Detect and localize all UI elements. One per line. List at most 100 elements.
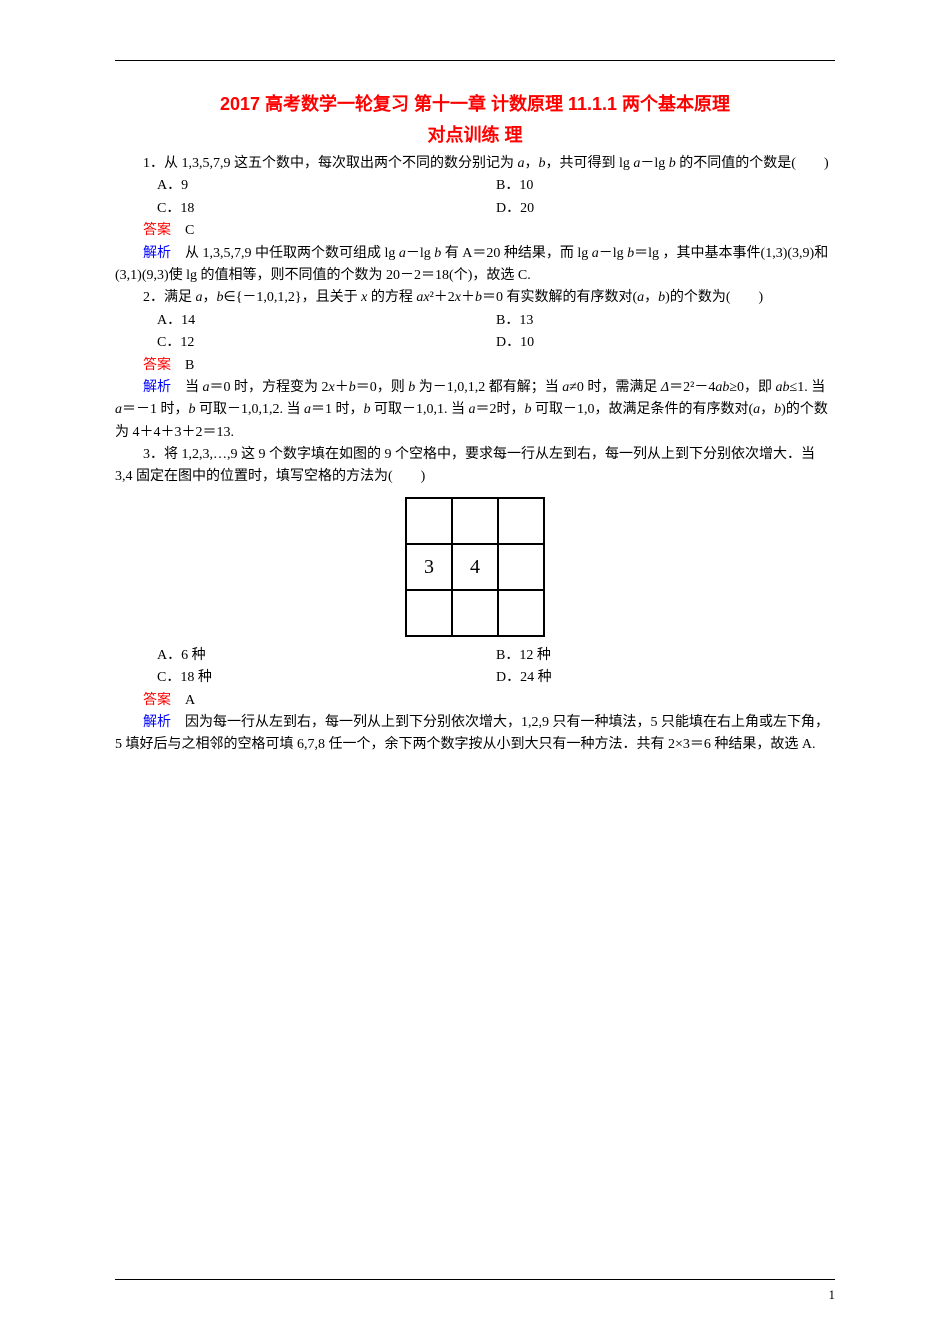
q3-answer-val: A xyxy=(171,693,195,708)
q2-ae: 为－1,0,1,2 都有解；当 xyxy=(415,380,562,395)
q2-sep3: ， xyxy=(760,402,774,417)
q2-ac: ＋ xyxy=(335,380,349,395)
q2-sep2: ， xyxy=(644,290,658,305)
q2-answer-val: B xyxy=(171,358,194,373)
doc-title-line2: 对点训练 理 xyxy=(115,122,835,149)
q2-ao: 可取－1,0，故满足条件的有序数对( xyxy=(532,402,754,417)
answer-label: 答案 xyxy=(143,358,171,373)
q3-analysis: 解析 因为每一行从左到右，每一列从上到下分别依次增大，1,2,9 只有一种填法，… xyxy=(115,712,835,757)
answer-label: 答案 xyxy=(143,223,171,238)
q1-answer-val: C xyxy=(171,223,194,238)
q2-t-e: ＋ xyxy=(461,290,475,305)
q3-optB: B．12 种 xyxy=(496,645,835,667)
q2a-b: b xyxy=(349,380,356,395)
q2a-b4: b xyxy=(783,380,790,395)
q3-grid: 3 4 xyxy=(405,497,545,637)
q2-t-b: ∈{－1,0,1,2}，且关于 xyxy=(224,290,362,305)
q2-options: A．14 B．13 C．12 D．10 xyxy=(115,310,835,355)
q2-an: ＝2时， xyxy=(476,402,525,417)
q1-text-b: ，共可得到 lg xyxy=(546,156,634,171)
problem-3: 3．将 1,2,3,…,9 这 9 个数字填在如图的 9 个空格中，要求每一行从… xyxy=(115,444,835,757)
q1-answer: 答案 C xyxy=(115,220,835,242)
q3-optD: D．24 种 xyxy=(496,667,835,689)
q1-ana-a: 从 1,3,5,7,9 中任取两个数可组成 lg xyxy=(171,246,399,261)
q2-al: ＝1 时， xyxy=(311,402,364,417)
q2-t-a: 2．满足 xyxy=(143,290,196,305)
doc-title-line1: 2017 高考数学一轮复习 第十一章 计数原理 11.1.1 两个基本原理 xyxy=(115,91,835,118)
analysis-label: 解析 xyxy=(143,246,171,261)
q2-t-f: ＝0 有实数解的有序数对( xyxy=(482,290,637,305)
q2-af: ≠0 时，需满足 xyxy=(569,380,661,395)
q1-ana-c: 有 A＝20 种结果，而 lg xyxy=(441,246,592,261)
footer-rule xyxy=(115,1279,835,1280)
q2a-a7: a xyxy=(469,402,476,417)
grid-row: 3 4 xyxy=(406,544,544,590)
page: 2017 高考数学一轮复习 第十一章 计数原理 11.1.1 两个基本原理 对点… xyxy=(0,0,950,1344)
answer-label: 答案 xyxy=(143,693,171,708)
q2-ag: ＝2²－4 xyxy=(669,380,715,395)
q2a-D: Δ xyxy=(661,380,669,395)
grid-cell: 4 xyxy=(452,544,498,590)
q1-sep: ， xyxy=(525,156,539,171)
q2-aj: ＝－1 时， xyxy=(122,402,189,417)
q2-optA: A．14 xyxy=(157,310,496,332)
q2a-b5: b xyxy=(189,402,196,417)
q1-text-d: 的不同值的个数是( ) xyxy=(676,156,829,171)
q2-analysis: 解析 当 a＝0 时，方程变为 2x＋b＝0，则 b 为－1,0,1,2 都有解… xyxy=(115,377,835,444)
q1-text-a: 1．从 1,3,5,7,9 这五个数中，每次取出两个不同的数分别记为 xyxy=(143,156,518,171)
q2-ah: ≥0，即 xyxy=(729,380,775,395)
q3-ana: 因为每一行从左到右，每一列从上到下分别依次增大，1,2,9 只有一种填法，5 只… xyxy=(115,715,829,752)
page-number: 1 xyxy=(829,1285,836,1306)
q3-grid-wrap: 3 4 xyxy=(115,497,835,637)
q2-sep1: ， xyxy=(203,290,217,305)
q3-optA: A．6 种 xyxy=(157,645,496,667)
grid-cell: 3 xyxy=(406,544,452,590)
q1-ana-b: －lg xyxy=(406,246,434,261)
q1-text-c: －lg xyxy=(640,156,668,171)
q1-optB: B．10 xyxy=(496,175,835,197)
q1-var-b: b xyxy=(539,156,546,171)
q2-am: 可取－1,0,1. 当 xyxy=(371,402,469,417)
q3-stem: 3．将 1,2,3,…,9 这 9 个数字填在如图的 9 个空格中，要求每一行从… xyxy=(115,444,835,489)
q2-optC: C．12 xyxy=(157,332,496,354)
q1-options: A．9 B．10 C．18 D．20 xyxy=(115,175,835,220)
grid-cell xyxy=(498,590,544,636)
grid-row xyxy=(406,590,544,636)
q2a-b6: b xyxy=(364,402,371,417)
q1-optD: D．20 xyxy=(496,198,835,220)
q1-var-a: a xyxy=(518,156,525,171)
q1-stem: 1．从 1,3,5,7,9 这五个数中，每次取出两个不同的数分别记为 a，b，共… xyxy=(115,153,835,175)
q1-optC: C．18 xyxy=(157,198,496,220)
q1-ana-d: －lg xyxy=(599,246,627,261)
grid-cell xyxy=(452,498,498,544)
q2-ak: 可取－1,0,1,2. 当 xyxy=(196,402,305,417)
grid-cell xyxy=(406,498,452,544)
analysis-label: 解析 xyxy=(143,715,171,730)
grid-cell xyxy=(498,498,544,544)
q2-optD: D．10 xyxy=(496,332,835,354)
q2-t-g: )的个数为( ) xyxy=(665,290,763,305)
q2a-a: a xyxy=(203,380,210,395)
q3-answer: 答案 A xyxy=(115,690,835,712)
q2-t-c: 的方程 xyxy=(367,290,416,305)
q3-options: A．6 种 B．12 种 C．18 种 D．24 种 xyxy=(115,645,835,690)
q1-analysis: 解析 从 1,3,5,7,9 中任取两个数可组成 lg a－lg b 有 A＝2… xyxy=(115,243,835,288)
q1-var-b2: b xyxy=(669,156,676,171)
q2-v-b: b xyxy=(217,290,224,305)
grid-cell xyxy=(452,590,498,636)
q3-optC: C．18 种 xyxy=(157,667,496,689)
q2-answer: 答案 B xyxy=(115,355,835,377)
q1-optA: A．9 xyxy=(157,175,496,197)
q2a-a6: a xyxy=(304,402,311,417)
q2-ad: ＝0，则 xyxy=(356,380,409,395)
q1a-a2: a xyxy=(592,246,599,261)
analysis-label: 解析 xyxy=(143,380,171,395)
q2a-a5: a xyxy=(115,402,122,417)
grid-row xyxy=(406,498,544,544)
q2-v-a: a xyxy=(196,290,203,305)
q2a-a4: a xyxy=(776,380,783,395)
problem-2: 2．满足 a，b∈{－1,0,1,2}，且关于 x 的方程 ax²＋2x＋b＝0… xyxy=(115,287,835,444)
grid-cell xyxy=(406,590,452,636)
q2-v-b2: b xyxy=(475,290,482,305)
q2-ai: ≤1. 当 xyxy=(790,380,826,395)
